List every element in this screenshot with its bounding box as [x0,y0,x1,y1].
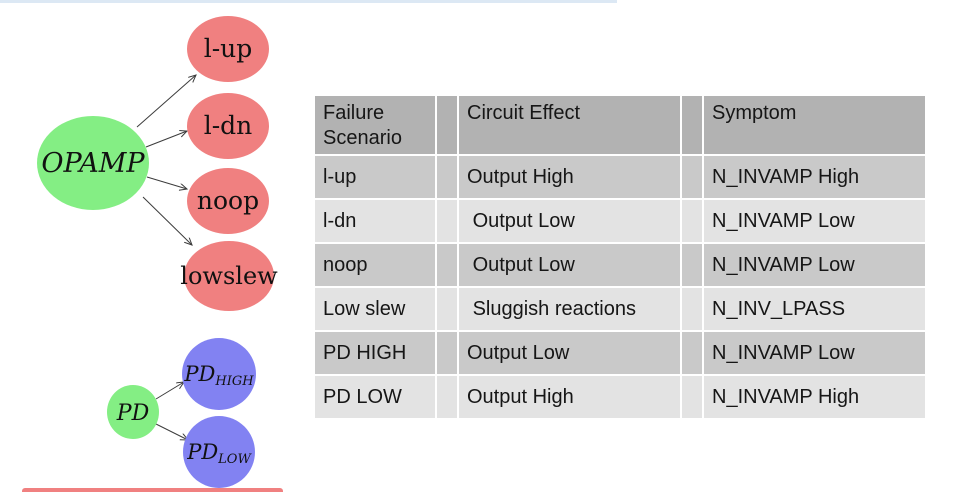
table-spacer-cell [682,200,702,242]
table-spacer-cell [682,376,702,418]
column-header-circuit-effect: Circuit Effect [459,96,680,154]
table-cell-scenario: l-dn [315,200,435,242]
table-spacer-cell [682,156,702,198]
node-pd-high-main: PD [183,362,215,386]
arrow-pd-high [155,382,184,400]
node-pd-high-label: PDHIGH [183,362,254,389]
node-pd-high: PDHIGH [182,338,256,410]
node-noop: noop [187,168,269,234]
node-lup: l-up [187,16,269,82]
table-cell-symptom: N_INVAMP Low [704,244,925,286]
node-pd: PD [107,385,159,439]
opamp-arrows [136,75,196,245]
node-lup-label: l-up [204,34,253,63]
table-cell-symptom: N_INVAMP High [704,376,925,418]
node-pd-low-main: PD [186,440,218,464]
table-cell-symptom: N_INVAMP Low [704,332,925,374]
table-cell-effect: Output High [459,156,680,198]
table-spacer-cell [437,156,457,198]
node-pd-low: PDLOW [183,416,255,488]
table-cell-effect: Output Low [459,244,680,286]
table-cell-symptom: N_INVAMP Low [704,200,925,242]
node-noop-label: noop [197,186,259,215]
arrow-opamp-lowslew [142,196,192,245]
node-pd-low-subscript: LOW [217,452,252,467]
node-lowslew: lowslew [180,241,278,311]
window-edge-strip-top [0,0,617,3]
table-spacer-cell [437,376,457,418]
node-lowslew-label: lowslew [180,262,278,290]
table-cell-effect: Output Low [459,332,680,374]
table-spacer-cell [682,244,702,286]
table-cell-scenario: Low slew [315,288,435,330]
column-header-failure-scenario: Failure Scenario [315,96,435,154]
table-spacer-cell [437,96,457,154]
node-pd-high-subscript: HIGH [214,374,254,389]
table-spacer-cell [437,288,457,330]
arrow-opamp-lup [136,75,196,128]
failure-table: Failure Scenario Circuit Effect Symptom … [315,96,925,418]
arrow-opamp-ldn [145,131,187,148]
node-ldn-label: l-dn [204,111,253,140]
column-header-symptom: Symptom [704,96,925,154]
table-cell-effect: Output High [459,376,680,418]
table-cell-scenario: PD LOW [315,376,435,418]
table-spacer-cell [437,244,457,286]
table-spacer-cell [437,332,457,374]
table-cell-scenario: l-up [315,156,435,198]
table-spacer-cell [682,288,702,330]
table-spacer-cell [437,200,457,242]
node-opamp: OPAMP [37,116,149,210]
arrow-pd-low [155,423,188,440]
table-cell-scenario: PD HIGH [315,332,435,374]
pd-arrows [155,382,188,440]
node-pd-low-label: PDLOW [186,440,252,467]
table-cell-effect: Output Low [459,200,680,242]
node-ldn: l-dn [187,93,269,159]
arrow-opamp-noop [146,176,187,189]
clipped-ellipse-strip-bottom [22,488,283,492]
node-pd-label: PD [116,401,150,426]
table-cell-effect: Sluggish reactions [459,288,680,330]
node-opamp-label: OPAMP [41,148,145,179]
table-spacer-cell [682,96,702,154]
table-cell-symptom: N_INVAMP High [704,156,925,198]
table-cell-symptom: N_INV_LPASS [704,288,925,330]
table-spacer-cell [682,332,702,374]
table-cell-scenario: noop [315,244,435,286]
